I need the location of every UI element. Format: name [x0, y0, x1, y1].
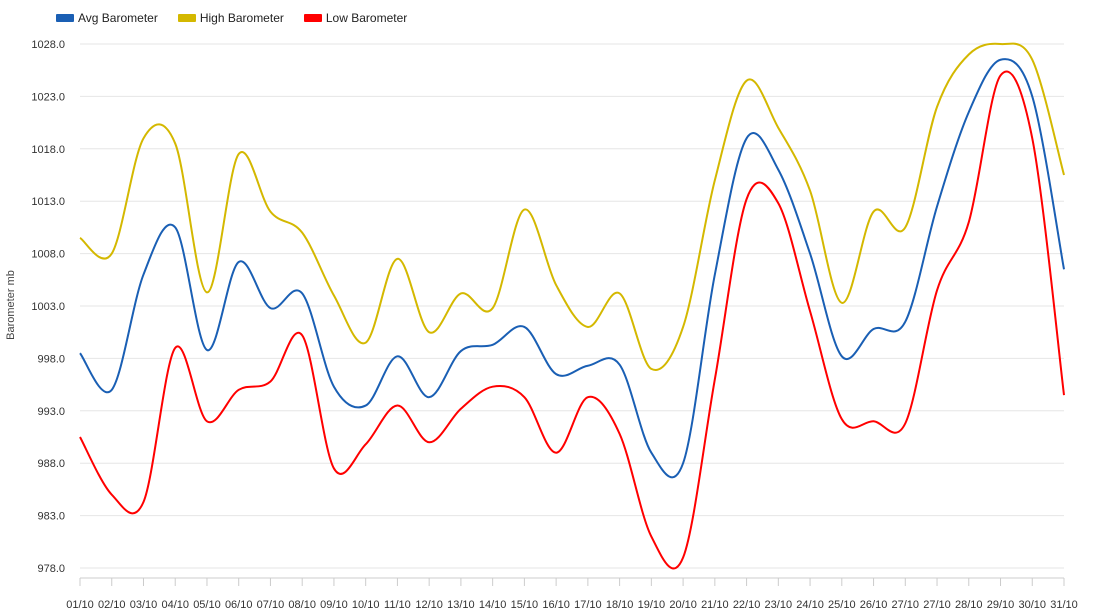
- legend-label: Low Barometer: [325, 11, 408, 25]
- x-tick-label: 02/10: [98, 599, 126, 611]
- x-tick-label: 06/10: [225, 599, 253, 611]
- y-tick-label: 988.0: [37, 458, 65, 470]
- x-tick-label: 08/10: [288, 599, 316, 611]
- x-tick-label: 14/10: [479, 599, 507, 611]
- x-tick-label: 16/10: [542, 599, 570, 611]
- x-tick-label: 15/10: [511, 599, 539, 611]
- x-tick-label: 27/10: [923, 599, 951, 611]
- x-tick-label: 30/10: [1018, 599, 1046, 611]
- y-tick-label: 1023.0: [31, 91, 65, 103]
- x-tick-label: 24/10: [796, 599, 824, 611]
- x-tick-label: 19/10: [638, 599, 666, 611]
- y-tick-label: 1028.0: [31, 39, 65, 51]
- legend-label: High Barometer: [199, 11, 284, 25]
- x-tick-label: 11/10: [384, 599, 411, 611]
- x-tick-label: 23/10: [765, 599, 793, 611]
- legend-swatch: [56, 14, 74, 22]
- x-tick-label: 09/10: [320, 599, 348, 611]
- legend: Avg Barometer High Barometer Low Barometer: [56, 11, 407, 25]
- legend-swatch: [177, 14, 196, 22]
- y-tick-label: 983.0: [37, 511, 65, 523]
- x-tick-label: 27/10: [892, 599, 920, 611]
- x-tick-label: 18/10: [606, 599, 634, 611]
- x-tick-label: 31/10: [1050, 599, 1078, 611]
- x-tick-label: 21/10: [701, 599, 729, 611]
- y-tick-label: 1018.0: [31, 144, 65, 156]
- x-tick-label: 26/10: [860, 599, 888, 611]
- x-tick-label: 17/10: [574, 599, 602, 611]
- x-tick-label: 07/10: [257, 599, 285, 611]
- series-line-high-barometer: [79, 42, 1065, 371]
- y-tick-label: 1013.0: [31, 196, 65, 208]
- legend-item[interactable]: Avg Barometer: [56, 11, 158, 25]
- series-lines: [79, 42, 1065, 570]
- x-tick-label: 22/10: [733, 599, 761, 611]
- x-tick-label: 04/10: [161, 599, 189, 611]
- x-tick-label: 29/10: [987, 599, 1015, 611]
- y-axis-tick-labels: 978.0 983.0 988.0 993.0 998.0 1003.0 1008.0 101…: [31, 39, 65, 575]
- grid-lines: [80, 43, 1064, 569]
- x-tick-label: 03/10: [130, 599, 158, 611]
- x-axis: 01/10 02/10 03/10 04/10 05/10 06/10 07/10 08/10…: [66, 577, 1078, 611]
- series-line-avg-barometer: [79, 58, 1065, 479]
- y-tick-label: 1008.0: [31, 249, 65, 261]
- x-tick-label: 12/10: [415, 599, 443, 611]
- y-tick-label: 993.0: [37, 406, 65, 418]
- x-tick-label: 05/10: [193, 599, 221, 611]
- x-tick-label: 13/10: [447, 599, 475, 611]
- y-tick-label: 978.0: [37, 563, 65, 575]
- legend-label: Avg Barometer: [78, 11, 158, 25]
- x-tick-label: 01/10: [66, 599, 94, 611]
- legend-item[interactable]: High Barometer: [177, 11, 284, 25]
- y-tick-label: 998.0: [37, 353, 65, 365]
- legend-item[interactable]: Low Barometer: [303, 11, 408, 25]
- x-tick-label: 25/10: [828, 599, 856, 611]
- series-line-low-barometer: [79, 70, 1065, 570]
- legend-swatch: [303, 14, 322, 22]
- x-tick-label: 10/10: [352, 599, 380, 611]
- y-tick-label: 1003.0: [31, 301, 65, 313]
- y-axis-title: Barometer mb: [5, 270, 17, 340]
- x-tick-label: 20/10: [669, 599, 697, 611]
- x-tick-label: 28/10: [955, 599, 983, 611]
